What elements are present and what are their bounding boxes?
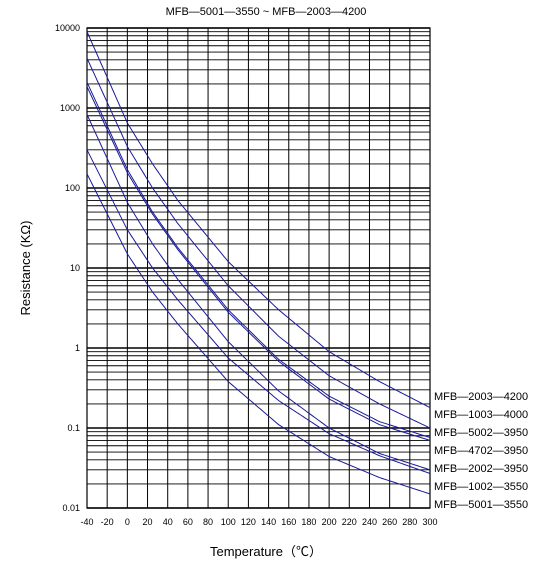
legend-entry: MFB—2002—3950: [434, 463, 528, 475]
series-line: [86, 149, 431, 474]
legend: MFB—2003—4200 MFB—1003—4000 MFB—5002—3950 M…: [434, 391, 528, 511]
x-tick-label: 180: [301, 517, 316, 527]
x-tick-label: 300: [422, 517, 437, 527]
x-tick-label: 100: [221, 517, 236, 527]
chart-title: MFB—5001—3550 ~ MFB—2003—4200: [166, 6, 367, 18]
plot-frame: [86, 27, 431, 509]
legend-entry: MFB—4702—3950: [434, 445, 528, 457]
y-tick-label: 10000: [55, 23, 80, 33]
series-line: [86, 114, 431, 471]
legend-entry: MFB—1003—4000: [434, 409, 528, 421]
series-line: [86, 31, 431, 409]
x-tick-label: 260: [382, 517, 397, 527]
x-tick-label: -20: [101, 517, 114, 527]
x-axis-title: Temperature（℃）: [210, 544, 322, 559]
y-tick-label: 1: [75, 343, 80, 353]
x-tick-label: 60: [183, 517, 193, 527]
x-tick-label: 0: [125, 517, 130, 527]
x-tick-label: 220: [342, 517, 357, 527]
y-tick-label: 10: [70, 263, 80, 273]
x-tick-label: 200: [322, 517, 337, 527]
y-tick-label: 0.01: [62, 503, 80, 513]
x-tick-label: 80: [203, 517, 213, 527]
grid: [86, 27, 431, 509]
legend-entry: MFB—2003—4200: [434, 391, 528, 403]
series-lines: [86, 31, 431, 495]
y-tick-label: 0.1: [67, 423, 80, 433]
series-line: [86, 82, 431, 439]
y-tick-label: 1000: [60, 103, 80, 113]
y-axis-ticks: 10000 1000 100 10 1 0.1 0.01: [55, 23, 80, 513]
legend-entry: MFB—1002—3550: [434, 481, 528, 493]
x-tick-label: 160: [281, 517, 296, 527]
x-tick-label: 40: [163, 517, 173, 527]
series-line: [86, 57, 431, 429]
x-tick-label: 20: [143, 517, 153, 527]
y-tick-label: 100: [65, 183, 80, 193]
legend-entry: MFB—5001—3550: [434, 499, 528, 511]
x-tick-label: -40: [80, 517, 93, 527]
x-tick-label: 240: [362, 517, 377, 527]
x-tick-label: 120: [241, 517, 256, 527]
y-axis-title: Resistance (KΩ): [18, 221, 33, 316]
series-line: [86, 173, 431, 495]
x-tick-label: 140: [261, 517, 276, 527]
x-axis-ticks: -40 -20 0 20 40 60 80 100 120 140 160 180 200 220 240 2…: [80, 517, 437, 527]
x-tick-label: 280: [402, 517, 417, 527]
series-line: [86, 86, 431, 441]
legend-entry: MFB—5002—3950: [434, 427, 528, 439]
